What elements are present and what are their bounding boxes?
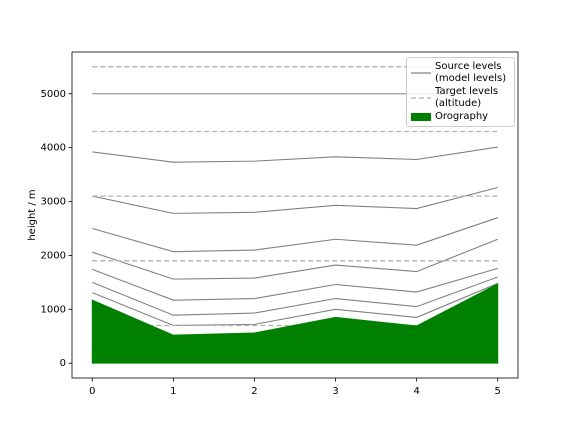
legend-swatch	[411, 97, 431, 99]
legend-swatch	[411, 113, 431, 121]
legend-entry: Source levels (model levels)	[407, 61, 514, 85]
y-axis-label: height / m	[27, 189, 38, 240]
x-tick-label: 3	[332, 386, 338, 397]
source-level	[92, 238, 498, 280]
legend-key	[407, 68, 435, 78]
legend-patch	[411, 113, 431, 121]
y-tick-label: 2000	[41, 250, 66, 261]
source-level	[92, 186, 498, 214]
source-level	[92, 282, 498, 327]
legend-label: Target levels (altitude)	[435, 86, 499, 109]
plot-frame	[71, 51, 519, 379]
legend-label: Orography	[435, 111, 489, 122]
legend-entry: Orography	[407, 111, 514, 123]
y-tick-label: 5000	[41, 89, 66, 100]
source-level	[92, 146, 498, 163]
source-level	[92, 217, 498, 253]
y-tick-label: 3000	[41, 197, 66, 208]
x-tick-label: 4	[413, 386, 419, 397]
y-tick-label: 1000	[41, 304, 66, 315]
legend: Source levels (model levels) Target level…	[406, 57, 515, 127]
source-level	[92, 276, 498, 316]
x-tick-label: 1	[170, 386, 176, 397]
y-tick-label: 0	[60, 358, 66, 369]
x-tick-label: 0	[89, 386, 95, 397]
legend-label: Source levels (model levels)	[435, 61, 507, 84]
source-level	[92, 267, 498, 301]
legend-key	[407, 112, 435, 122]
legend-swatch	[411, 72, 431, 74]
legend-key	[407, 93, 435, 103]
legend-entry: Target levels (altitude)	[407, 86, 514, 110]
x-tick-label: 5	[495, 386, 501, 397]
orography-area	[91, 283, 499, 364]
x-tick-label: 2	[251, 386, 257, 397]
y-tick-label: 4000	[41, 143, 66, 154]
